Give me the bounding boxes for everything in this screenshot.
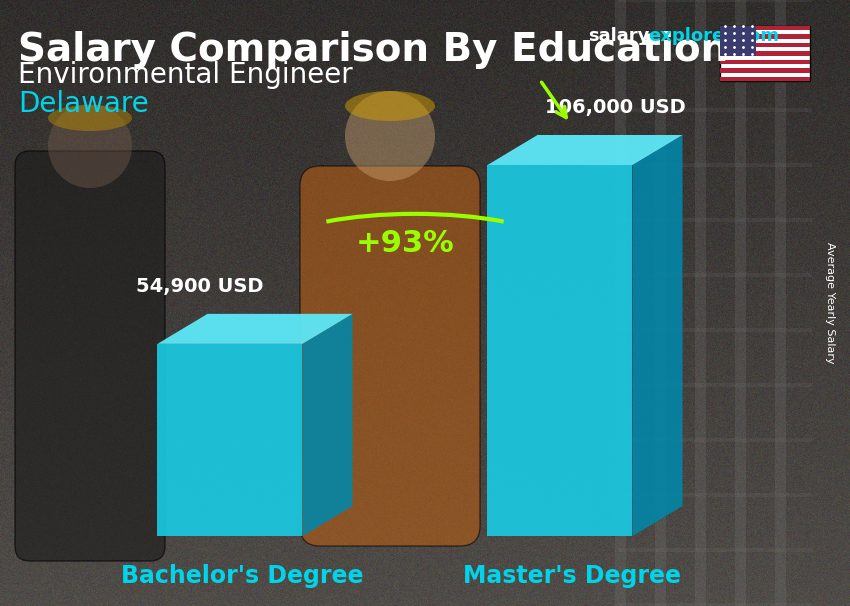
Text: 106,000 USD: 106,000 USD [545,98,685,117]
Polygon shape [157,314,353,344]
Ellipse shape [345,91,435,121]
Polygon shape [488,165,632,536]
Text: Master's Degree: Master's Degree [463,564,682,588]
FancyBboxPatch shape [720,26,810,81]
Bar [720,52,810,56]
Text: Environmental Engineer: Environmental Engineer [18,61,353,89]
Polygon shape [632,135,683,536]
Bar [720,26,756,56]
FancyBboxPatch shape [15,151,165,561]
Bar [720,43,810,47]
Bar [720,77,810,81]
FancyBboxPatch shape [300,166,480,546]
Circle shape [48,104,132,188]
Text: salary: salary [588,27,649,45]
Text: Salary Comparison By Education: Salary Comparison By Education [18,31,728,69]
Text: explorer.com: explorer.com [648,27,779,45]
Bar [720,26,810,30]
Text: Average Yearly Salary: Average Yearly Salary [825,242,835,364]
Circle shape [345,91,435,181]
Polygon shape [157,344,303,536]
Text: Delaware: Delaware [18,90,149,118]
Bar [720,68,810,73]
Ellipse shape [48,105,132,131]
Bar [720,35,810,39]
Polygon shape [488,135,683,165]
Bar [720,60,810,64]
Text: 54,900 USD: 54,900 USD [136,277,264,296]
Text: +93%: +93% [355,229,455,258]
Text: Bachelor's Degree: Bachelor's Degree [122,564,364,588]
Polygon shape [303,314,353,536]
